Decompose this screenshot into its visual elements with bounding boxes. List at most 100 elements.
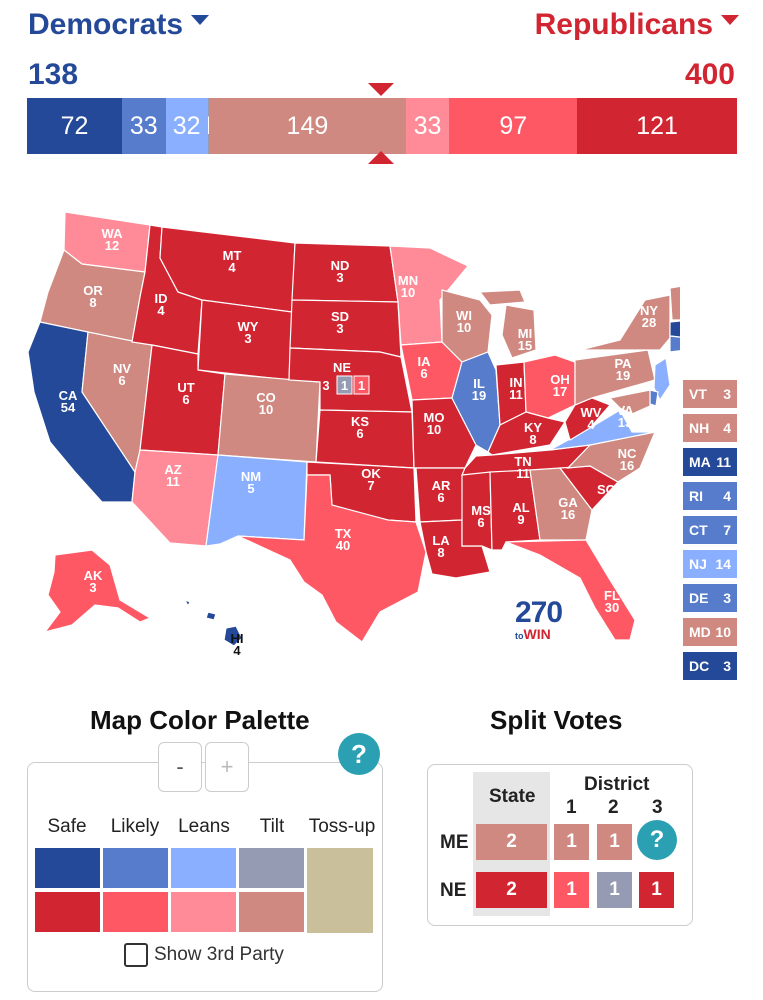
svg-text:KY8: KY 8 <box>524 420 542 447</box>
me-statewide-cell[interactable]: 2 <box>476 824 547 860</box>
show-3rd-party-label: Show 3rd Party <box>154 944 284 965</box>
state-VT[interactable] <box>669 285 680 321</box>
label-AR-abbr: AR <box>432 478 451 493</box>
label-CA-abbr: CA <box>59 388 78 403</box>
ne-district-2-ev: 1 <box>358 378 365 393</box>
label-WI-abbr: WI <box>456 308 472 323</box>
label-FL-abbr: FL <box>604 588 620 603</box>
ne-statewide-cell[interactable]: 2 <box>476 872 547 908</box>
label-MN-abbr: MN <box>398 273 418 288</box>
state-TX[interactable] <box>237 474 427 643</box>
zoom-in-button[interactable]: + <box>205 742 249 792</box>
state-KY[interactable] <box>487 411 566 456</box>
state-HI[interactable] <box>183 598 243 647</box>
tally-segment[interactable]: 32 <box>165 98 208 154</box>
svg-text:MT4: MT 4 <box>223 248 242 275</box>
label-LA-ev: 8 <box>437 545 444 560</box>
label-LA-abbr: LA <box>432 533 450 548</box>
republicans-dropdown[interactable]: Republicans <box>535 8 739 42</box>
small-state-abbr: MD <box>689 624 711 640</box>
democrats-dropdown[interactable]: Democrats <box>28 8 210 42</box>
small-state-abbr: NH <box>689 420 710 436</box>
svg-text:WY3: WY 3 <box>238 319 259 346</box>
small-state-nh[interactable]: NH 4 <box>683 414 737 442</box>
label-CO-ev: 10 <box>259 402 273 417</box>
zoom-out-button[interactable]: - <box>158 742 202 792</box>
label-VA-ev: 13 <box>618 415 632 430</box>
label-NV-abbr: NV <box>113 361 131 376</box>
palette-header-safe: Safe <box>47 816 87 837</box>
swatch-rep-likely[interactable] <box>103 892 168 932</box>
svg-text:SD3: SD 3 <box>331 309 349 336</box>
swatch-dem-tilt[interactable] <box>239 848 304 888</box>
small-state-dc[interactable]: DC 3 <box>683 652 737 680</box>
swatch-dem-safe[interactable] <box>35 848 100 888</box>
svg-text:AK3: AK 3 <box>84 568 103 595</box>
small-state-ev: 11 <box>716 454 731 470</box>
palette-help-button[interactable]: ? <box>338 733 380 775</box>
checkbox-icon[interactable] <box>124 943 148 967</box>
swatch-rep-safe[interactable] <box>35 892 100 932</box>
state-FL[interactable] <box>505 539 636 641</box>
small-state-nj[interactable]: NJ 14 <box>683 550 737 578</box>
tally-segment[interactable]: 33 <box>122 98 166 154</box>
tally-segment[interactable]: 33 <box>405 98 450 154</box>
republicans-label: Republicans <box>534 8 713 41</box>
caret-down-icon <box>191 15 210 26</box>
swatch-tossup[interactable] <box>307 848 373 933</box>
state-CT[interactable] <box>669 335 680 353</box>
small-state-md[interactable]: MD 10 <box>683 618 737 646</box>
label-TX-ev: 40 <box>336 538 350 553</box>
label-GA-abbr: GA <box>558 495 578 510</box>
label-HI-ev: 4 <box>233 643 241 658</box>
state-NJ[interactable] <box>653 356 671 402</box>
state-AK[interactable] <box>43 549 152 634</box>
state-CO[interactable] <box>217 373 321 463</box>
me-district-2-cell[interactable]: 1 <box>597 824 632 860</box>
state-MO[interactable] <box>411 397 477 469</box>
ne-district-1-box[interactable] <box>336 375 353 395</box>
us-electoral-map[interactable]: 1 1 WA 12 OR 8 CA 54 NV 6 ID 4 MT 4 WY 3 UT 6 CO… <box>20 200 680 670</box>
democrats-total: 138 <box>28 58 79 91</box>
swatch-dem-leans[interactable] <box>171 848 236 888</box>
swatch-rep-leans[interactable] <box>171 892 236 932</box>
small-state-ri[interactable]: RI 4 <box>683 482 737 510</box>
tally-segment[interactable]: 149 <box>209 98 406 154</box>
state-MD[interactable] <box>608 389 651 415</box>
small-state-ma[interactable]: MA 11 <box>683 448 737 476</box>
swatch-rep-tilt[interactable] <box>239 892 304 932</box>
small-state-ct[interactable]: CT 7 <box>683 516 737 544</box>
svg-text:LA8: LA 8 <box>432 533 450 560</box>
state-PA[interactable] <box>574 349 656 406</box>
tally-segment[interactable]: 97 <box>449 98 578 154</box>
ne-district-3-cell[interactable]: 1 <box>639 872 674 908</box>
swatch-dem-likely[interactable] <box>103 848 168 888</box>
state-MI[interactable] <box>478 289 537 359</box>
small-state-vt[interactable]: VT 3 <box>683 380 737 408</box>
ne-district-2-cell[interactable]: 1 <box>597 872 632 908</box>
270towin-logo: 270 toWIN <box>515 598 575 648</box>
state-MN[interactable] <box>389 245 469 346</box>
label-ND-abbr: ND <box>331 258 350 273</box>
split-votes-help-button[interactable]: ? <box>637 820 677 860</box>
state-MA[interactable] <box>669 318 680 338</box>
tally-segment[interactable]: 1 <box>207 98 210 154</box>
ne-district-1-cell[interactable]: 1 <box>554 872 589 908</box>
show-3rd-party-toggle[interactable]: Show 3rd Party <box>124 943 284 967</box>
state-NY[interactable] <box>579 294 671 351</box>
label-WV-abbr: WV <box>581 405 602 420</box>
state-DE[interactable] <box>649 389 659 407</box>
tally-segment[interactable]: 121 <box>577 98 737 154</box>
label-NY-ev: 28 <box>642 315 656 330</box>
ne-district-2-box[interactable] <box>353 375 370 395</box>
tally-segment[interactable]: 72 <box>27 98 123 154</box>
label-MO-abbr: MO <box>424 410 445 425</box>
state-GA[interactable] <box>529 467 593 541</box>
small-state-ev: 3 <box>723 590 731 606</box>
small-state-de[interactable]: DE 3 <box>683 584 737 612</box>
state-labels: WA 12 OR 8 CA 54 NV 6 ID 4 MT 4 WY 3 UT 6 CO 10 A… <box>59 226 659 658</box>
me-district-1-cell[interactable]: 1 <box>554 824 589 860</box>
